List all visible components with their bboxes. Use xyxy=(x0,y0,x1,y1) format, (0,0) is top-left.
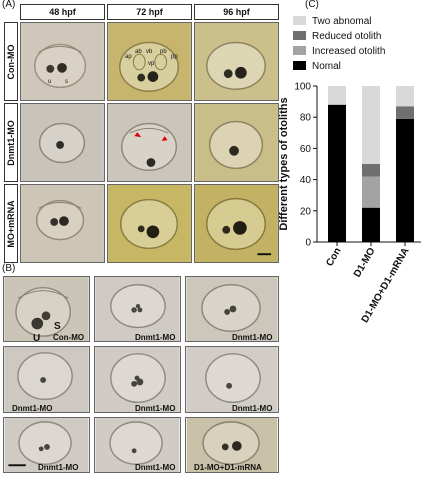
bar-segment-1-2 xyxy=(362,164,380,177)
micrograph-dnmt1-96hpf xyxy=(194,103,279,182)
label-pb: pb xyxy=(160,49,167,55)
micrograph-con-48hpf: u s xyxy=(20,22,105,101)
legend-label-3: Nomal xyxy=(312,61,341,72)
column-header-48hpf: 48 hpf xyxy=(20,4,105,20)
legend-swatch-0 xyxy=(293,16,306,25)
legend-label-2: Increased otolith xyxy=(312,46,385,57)
column-header-72hpf: 72 hpf xyxy=(107,4,192,20)
y-tick-label-2: 40 xyxy=(300,175,312,186)
legend-swatch-2 xyxy=(293,46,306,55)
caption-b-4: Dnmt1-MO xyxy=(12,404,53,413)
bar-segment-2-0 xyxy=(396,118,414,242)
column-header-96hpf: 96 hpf xyxy=(194,4,279,20)
micrograph-con-96hpf xyxy=(194,22,279,101)
caption-b-6: Dnmt1-MO xyxy=(232,404,273,413)
caption-b-9: D1-MO+D1-mRNA xyxy=(194,463,262,472)
legend-swatch-3 xyxy=(293,61,306,70)
stacked-bar-chart: Two abnomal Reduced otolith Increased otol… xyxy=(278,16,421,325)
micrograph-b-2: Dnmt1-MO xyxy=(94,276,181,342)
bar-segment-2-3 xyxy=(396,86,414,107)
micrograph-mrna-96hpf xyxy=(194,184,279,263)
bar-segment-1-1 xyxy=(362,176,380,208)
panel-a-letter: (A) xyxy=(2,0,16,10)
bar-segment-0-0 xyxy=(328,104,346,242)
bar-segment-1-0 xyxy=(362,207,380,242)
label-vb: vb xyxy=(146,49,153,55)
panel-c-letter: (C) xyxy=(305,0,319,10)
label-u: u xyxy=(48,79,52,85)
panel-b-letter: (B) xyxy=(2,263,16,274)
micrograph-b-5: Dnmt1-MO xyxy=(94,346,181,413)
micrograph-con-72hpf: ap ab vb pb pp vp xyxy=(107,22,192,101)
micrograph-b-8: Dnmt1-MO xyxy=(94,417,181,473)
label-s: s xyxy=(65,79,68,85)
y-tick-label-1: 20 xyxy=(300,206,312,217)
micrograph-b-9: D1-MO+D1-mRNA xyxy=(185,417,279,473)
y-axis-title: Different types of otoliths xyxy=(278,97,290,230)
caption-b-2: Dnmt1-MO xyxy=(135,333,176,342)
bar-segment-0-3 xyxy=(328,86,346,105)
row-label-con-mo: Con-MO xyxy=(4,22,18,101)
chart-legend: Two abnomal Reduced otolith Increased otol… xyxy=(293,16,385,72)
micrograph-b-4: Dnmt1-MO xyxy=(3,346,90,413)
row-label-mo-mrna: MO+mRNA xyxy=(4,184,18,263)
legend-swatch-1 xyxy=(293,31,306,40)
label-vp: vp xyxy=(148,61,155,67)
caption-b-1: Con-MO xyxy=(53,333,85,342)
row-label-dnmt1-mo: Dnmt1-MO xyxy=(4,103,18,182)
micrograph-mrna-72hpf xyxy=(107,184,192,263)
y-tick-label-5: 100 xyxy=(294,82,311,93)
caption-b-8: Dnmt1-MO xyxy=(135,463,176,472)
caption-b-7: Dnmt1-MO xyxy=(38,463,79,472)
legend-label-0: Two abnomal xyxy=(312,16,371,27)
x-tick-label-0: Con xyxy=(324,246,343,268)
label-pp: pp xyxy=(171,54,178,60)
micrograph-b-7: Dnmt1-MO xyxy=(3,417,90,473)
y-tick-label-4: 80 xyxy=(300,113,312,124)
y-tick-label-3: 60 xyxy=(300,144,312,155)
micrograph-b-6: Dnmt1-MO xyxy=(185,346,279,413)
legend-label-1: Reduced otolith xyxy=(312,31,382,42)
y-tick-label-0: 0 xyxy=(305,238,311,249)
label-b-u: U xyxy=(33,333,41,342)
micrograph-dnmt1-72hpf xyxy=(107,103,192,182)
micrograph-mrna-48hpf xyxy=(20,184,105,263)
caption-b-5: Dnmt1-MO xyxy=(135,404,176,413)
bar-segment-2-2 xyxy=(396,106,414,119)
label-ab: ab xyxy=(135,49,142,55)
label-ap: ap xyxy=(125,54,132,60)
micrograph-dnmt1-48hpf xyxy=(20,103,105,182)
caption-b-3: Dnmt1-MO xyxy=(232,333,273,342)
label-b-s: S xyxy=(54,321,61,332)
chart-plot-area: 0 20 40 60 80 100 Different types of otoliths C… xyxy=(278,82,421,325)
bar-segment-1-3 xyxy=(362,86,380,164)
x-tick-label-1: D1-MO xyxy=(352,246,378,280)
micrograph-b-3: Dnmt1-MO xyxy=(185,276,279,342)
micrograph-b-1: U S Con-MO xyxy=(3,276,90,342)
